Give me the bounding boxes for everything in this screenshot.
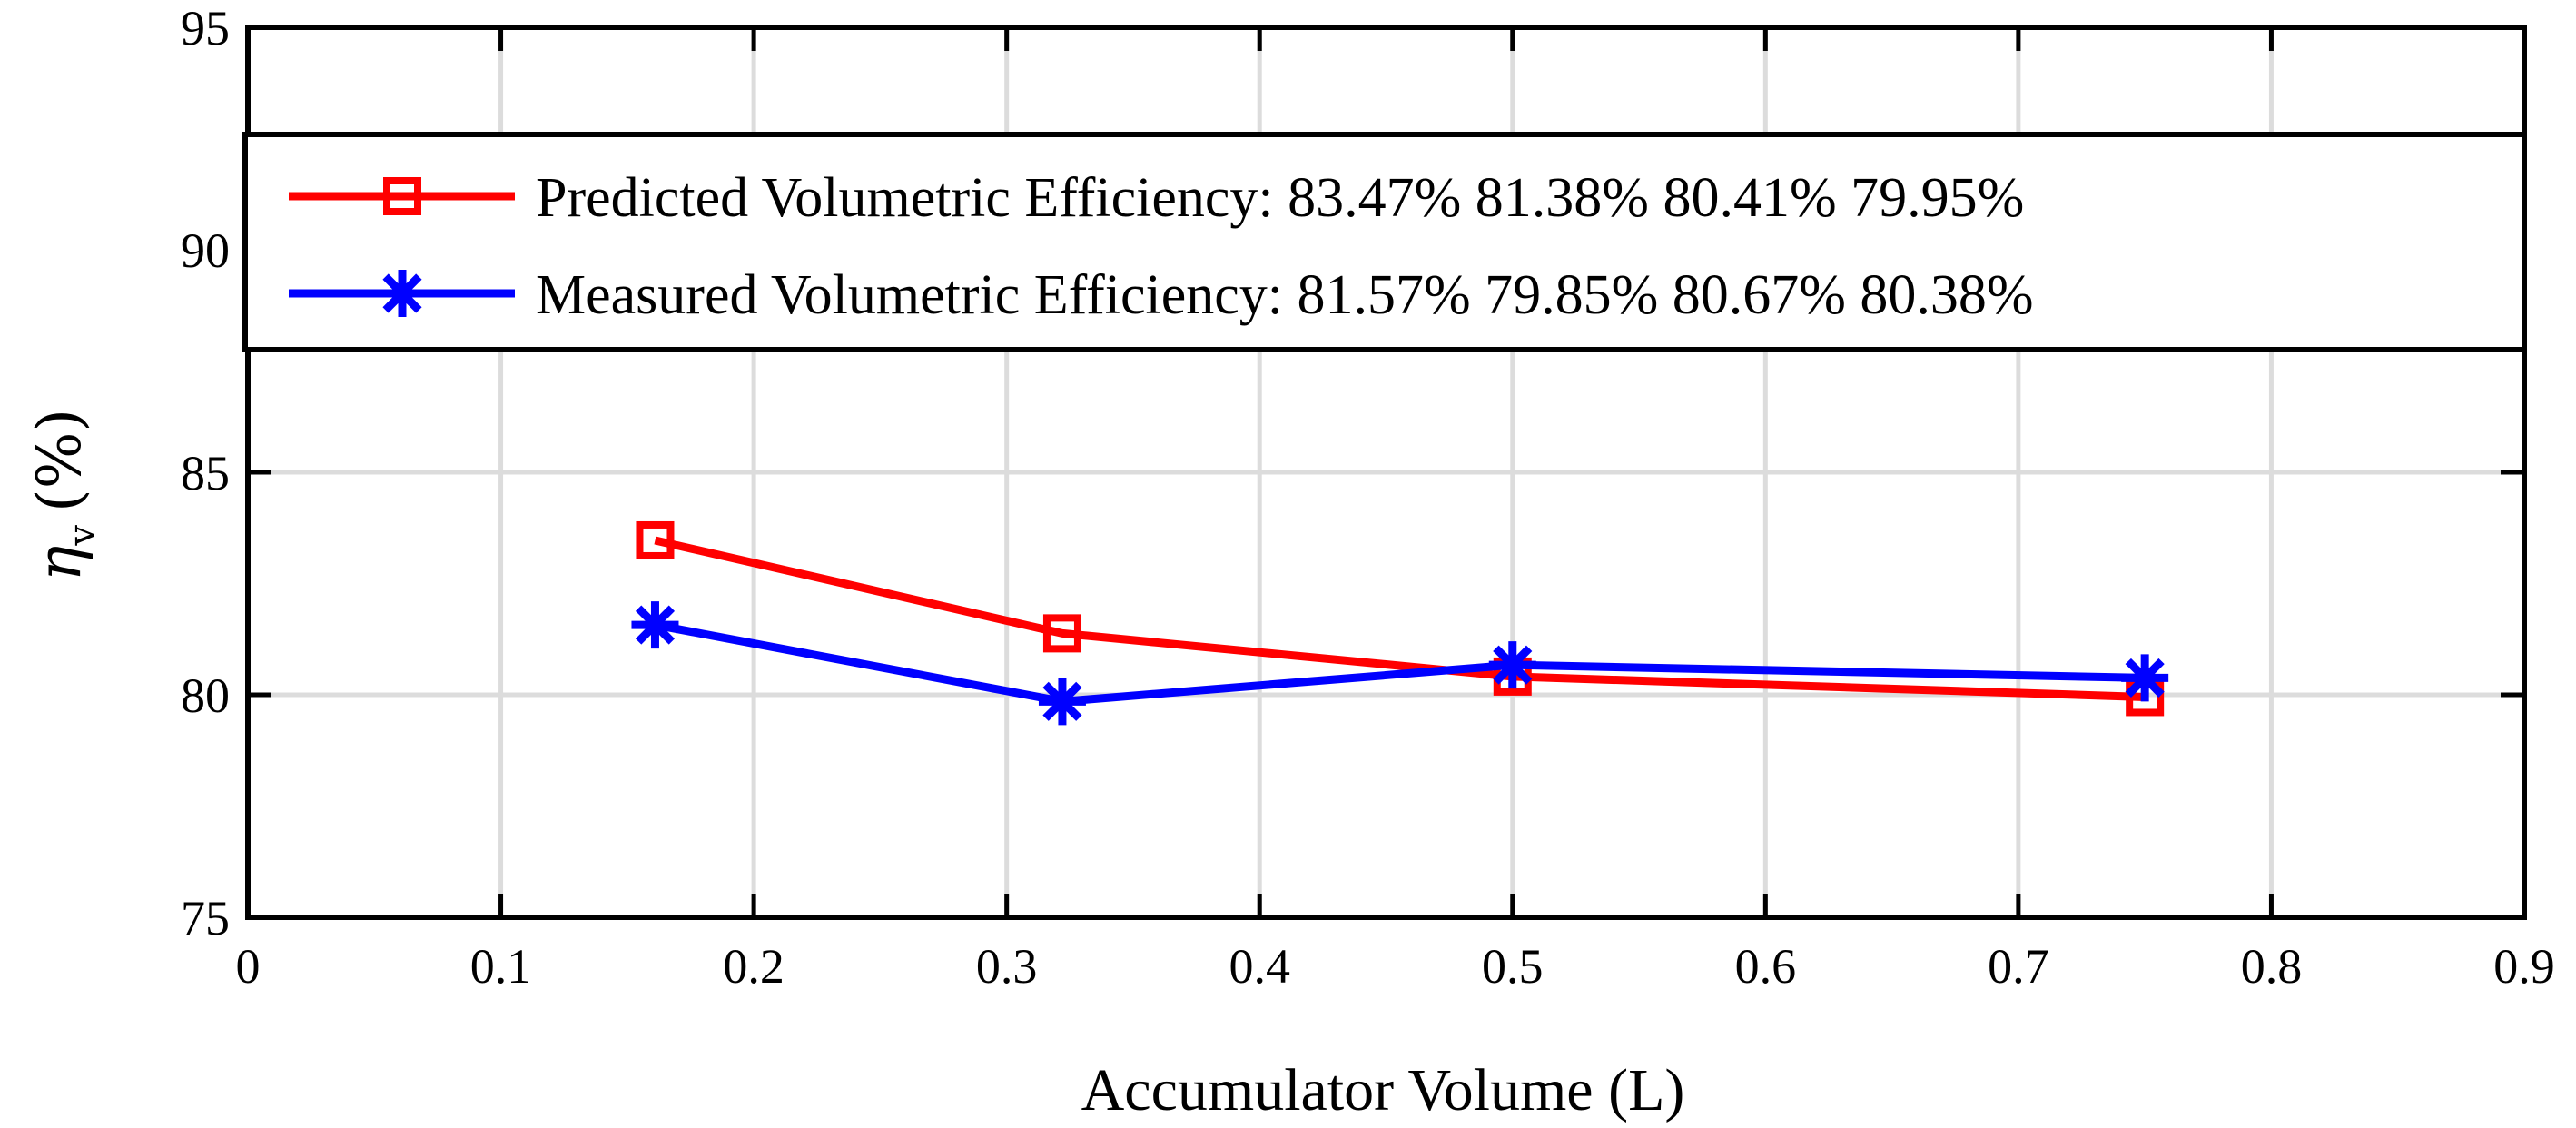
- series-line: [654, 536, 2146, 701]
- x-axis-label: Accumulator Volume (L): [1081, 1057, 1685, 1123]
- legend-asterisk-glyph: [379, 270, 426, 317]
- x-tick-label: 0.1: [470, 939, 532, 994]
- legend-label-predicted: Predicted Volumetric Efficiency: 83.47% …: [536, 167, 2024, 229]
- data-point-asterisk: [1038, 678, 1086, 726]
- data-point-asterisk: [631, 601, 679, 649]
- x-tick-label: 0.6: [1735, 939, 1797, 994]
- y-axis-label: ηv (%): [25, 409, 104, 581]
- y-tick-label: 80: [181, 668, 230, 723]
- x-tick-label: 0.7: [1988, 939, 2049, 994]
- series-measured: [631, 601, 2169, 726]
- data-point-square: [1042, 614, 1081, 653]
- x-tick-label: 0.5: [1482, 939, 1544, 994]
- data-point-asterisk: [1488, 641, 1536, 689]
- legend-square-marker-icon: [383, 177, 421, 215]
- x-tick-label: 0.4: [1229, 939, 1290, 994]
- legend-entry-predicted: Predicted Volumetric Efficiency: 83.47% …: [289, 167, 2024, 229]
- legend-label-measured: Measured Volumetric Efficiency: 81.57% 7…: [536, 264, 2034, 326]
- x-tick-label: 0.2: [723, 939, 785, 994]
- data-point-asterisk: [2121, 654, 2169, 702]
- x-tick-label: 0.9: [2493, 939, 2555, 994]
- y-tick-label: 90: [181, 223, 230, 278]
- x-tick-label: 0.3: [976, 939, 1038, 994]
- y-axis-label-symbol: η: [25, 546, 94, 582]
- legend-box: [242, 132, 2527, 352]
- series-layer: [631, 520, 2169, 726]
- tick-labels: 0 0.1 0.2 0.3 0.4 0.5 0.6 0.7 0.8 0.9 75 80 85 90 95: [181, 1, 2555, 994]
- y-axis-label-subscript: v: [62, 525, 104, 547]
- y-axis-label-unit: (%): [25, 409, 94, 512]
- series-line: [654, 620, 2146, 706]
- legend-asterisk-marker-icon: [379, 270, 426, 317]
- y-tick-label: 85: [181, 446, 230, 500]
- legend-entry-measured: Measured Volumetric Efficiency: 81.57% 7…: [289, 264, 2034, 326]
- x-tick-label: 0.8: [2241, 939, 2303, 994]
- y-tick-label: 95: [181, 1, 230, 55]
- data-point-square: [636, 520, 675, 559]
- y-tick-label: 75: [181, 891, 230, 945]
- svg-text:ηv(%): ηv (%): [25, 409, 104, 581]
- x-tick-label: 0: [236, 939, 261, 994]
- legend: Predicted Volumetric Efficiency: 83.47% …: [242, 132, 2527, 352]
